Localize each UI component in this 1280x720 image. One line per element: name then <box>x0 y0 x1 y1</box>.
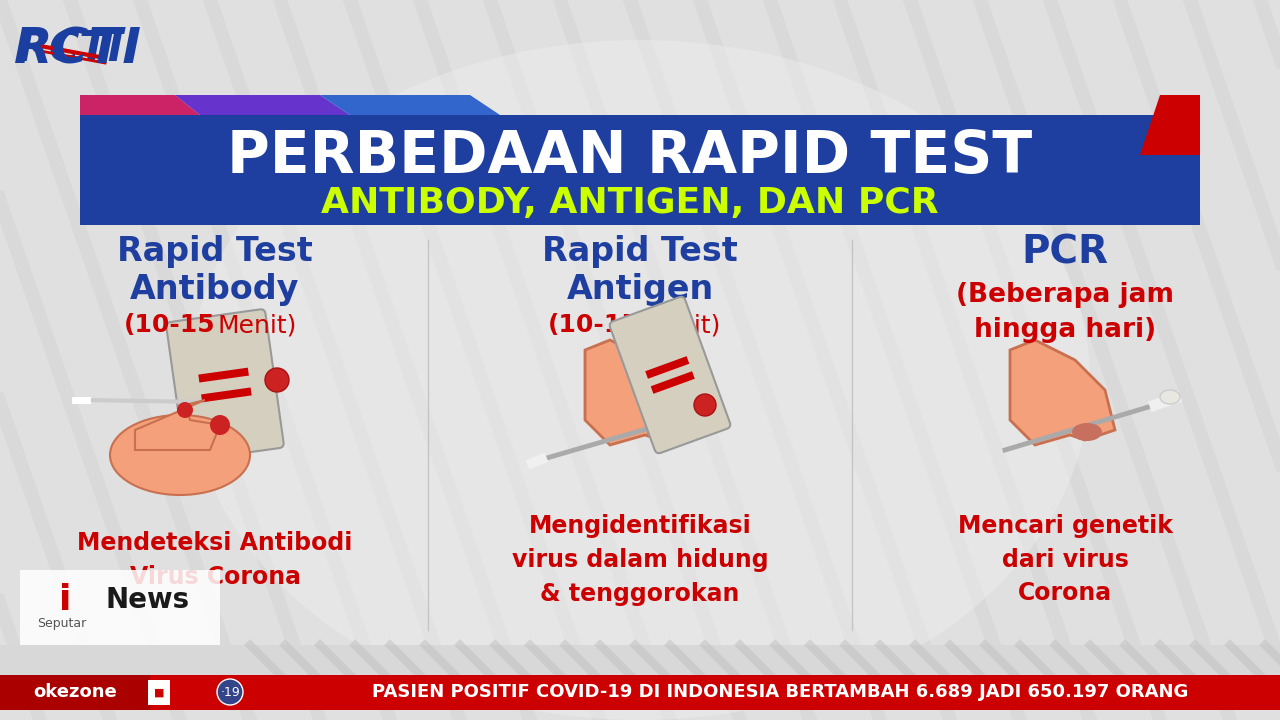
Text: PCR: PCR <box>1021 233 1108 271</box>
Text: Antigen: Antigen <box>566 274 714 307</box>
Polygon shape <box>79 95 200 115</box>
Text: Mendeteksi Antibodi
Virus Corona: Mendeteksi Antibodi Virus Corona <box>77 531 353 589</box>
Bar <box>148 680 170 705</box>
Text: Rapid Test: Rapid Test <box>543 235 737 269</box>
Circle shape <box>210 415 230 435</box>
Text: (10-15: (10-15 <box>548 313 640 337</box>
Text: Antibody: Antibody <box>131 274 300 307</box>
Text: PASIEN POSITIF COVID-19 DI INDONESIA BERTAMBAH 6.689 JADI 650.197 ORANG: PASIEN POSITIF COVID-19 DI INDONESIA BER… <box>371 683 1188 701</box>
Polygon shape <box>134 400 220 450</box>
Text: Menit): Menit) <box>643 313 722 337</box>
Text: ■: ■ <box>154 688 164 698</box>
Ellipse shape <box>646 423 677 441</box>
Text: Seputar: Seputar <box>37 616 87 629</box>
Bar <box>198 368 248 382</box>
Bar <box>0 675 150 710</box>
Ellipse shape <box>1073 423 1102 441</box>
Circle shape <box>694 394 716 416</box>
Polygon shape <box>1140 95 1201 155</box>
Bar <box>0 645 1280 675</box>
Text: Mengidentifikasi
virus dalam hidung
& tenggorokan: Mengidentifikasi virus dalam hidung & te… <box>512 515 768 606</box>
Text: (Beberapa jam: (Beberapa jam <box>956 282 1174 308</box>
Text: Mencari genetik
dari virus
Corona: Mencari genetik dari virus Corona <box>957 515 1172 606</box>
Text: RCTI: RCTI <box>17 29 123 71</box>
Text: News: News <box>105 586 189 614</box>
Polygon shape <box>1010 340 1115 445</box>
Bar <box>79 115 1201 225</box>
Ellipse shape <box>110 415 250 495</box>
Ellipse shape <box>1160 390 1180 404</box>
Polygon shape <box>585 340 690 445</box>
Text: PERBEDAAN RAPID TEST: PERBEDAAN RAPID TEST <box>228 128 1033 186</box>
Circle shape <box>218 679 243 705</box>
Text: ·19: ·19 <box>220 685 239 698</box>
Bar <box>201 387 252 402</box>
Bar <box>650 372 695 394</box>
Circle shape <box>177 402 193 418</box>
Text: Rapid Test: Rapid Test <box>118 235 312 269</box>
Bar <box>645 356 690 379</box>
Bar <box>0 675 1280 710</box>
Circle shape <box>265 368 289 392</box>
Text: okezone: okezone <box>33 683 116 701</box>
FancyBboxPatch shape <box>166 310 284 461</box>
Text: (10-15: (10-15 <box>123 313 215 337</box>
Ellipse shape <box>189 40 1091 720</box>
Polygon shape <box>175 95 349 115</box>
Text: i: i <box>59 583 72 617</box>
Text: hingga hari): hingga hari) <box>974 317 1156 343</box>
Bar <box>15 10 145 75</box>
Text: ANTIBODY, ANTIGEN, DAN PCR: ANTIBODY, ANTIGEN, DAN PCR <box>321 186 938 220</box>
Polygon shape <box>320 95 500 115</box>
Text: Menit): Menit) <box>218 313 297 337</box>
FancyBboxPatch shape <box>609 297 731 453</box>
Bar <box>20 570 220 645</box>
Text: RCTI: RCTI <box>14 26 142 74</box>
